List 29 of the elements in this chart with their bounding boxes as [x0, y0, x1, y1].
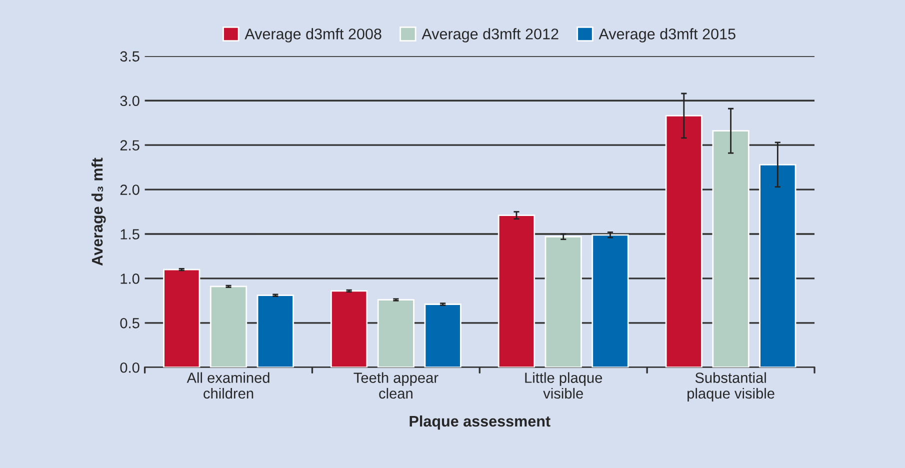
y-axis-title: Average d₃ mft	[91, 158, 106, 266]
x-tick-label: Substantial plaque visible	[688, 372, 774, 402]
bar	[712, 130, 750, 368]
y-tick-label: 0.5	[120, 318, 140, 328]
bar	[330, 290, 368, 368]
bar	[544, 236, 582, 368]
x-tick-label: All examined children	[186, 372, 270, 399]
bar	[592, 234, 629, 368]
bar	[377, 299, 414, 368]
bar	[210, 286, 248, 368]
legend-label: Average d3mft 2015	[598, 28, 736, 42]
x-axis-title: Plaque assessment	[410, 415, 550, 430]
legend-label: Average d3mft 2012	[422, 28, 558, 42]
bar	[256, 294, 294, 368]
y-tick-label: 1.5	[120, 229, 140, 240]
bar	[759, 164, 796, 368]
y-tick-label: 3.5	[120, 51, 140, 62]
x-tick-label: Teeth appear clean	[354, 372, 438, 399]
x-tick-label: Little plaque visible	[525, 372, 602, 399]
y-tick-label: 1.0	[120, 274, 140, 284]
bar	[424, 304, 462, 368]
legend-label: Average d3mft 2008	[244, 28, 382, 42]
y-tick-label: 3.0	[120, 96, 140, 106]
bar	[163, 268, 200, 368]
y-tick-label: 2.0	[120, 184, 140, 195]
bar	[665, 115, 702, 368]
bar	[498, 214, 536, 368]
y-tick-label: 2.5	[120, 140, 140, 151]
y-tick-label: 0.0	[120, 362, 140, 373]
